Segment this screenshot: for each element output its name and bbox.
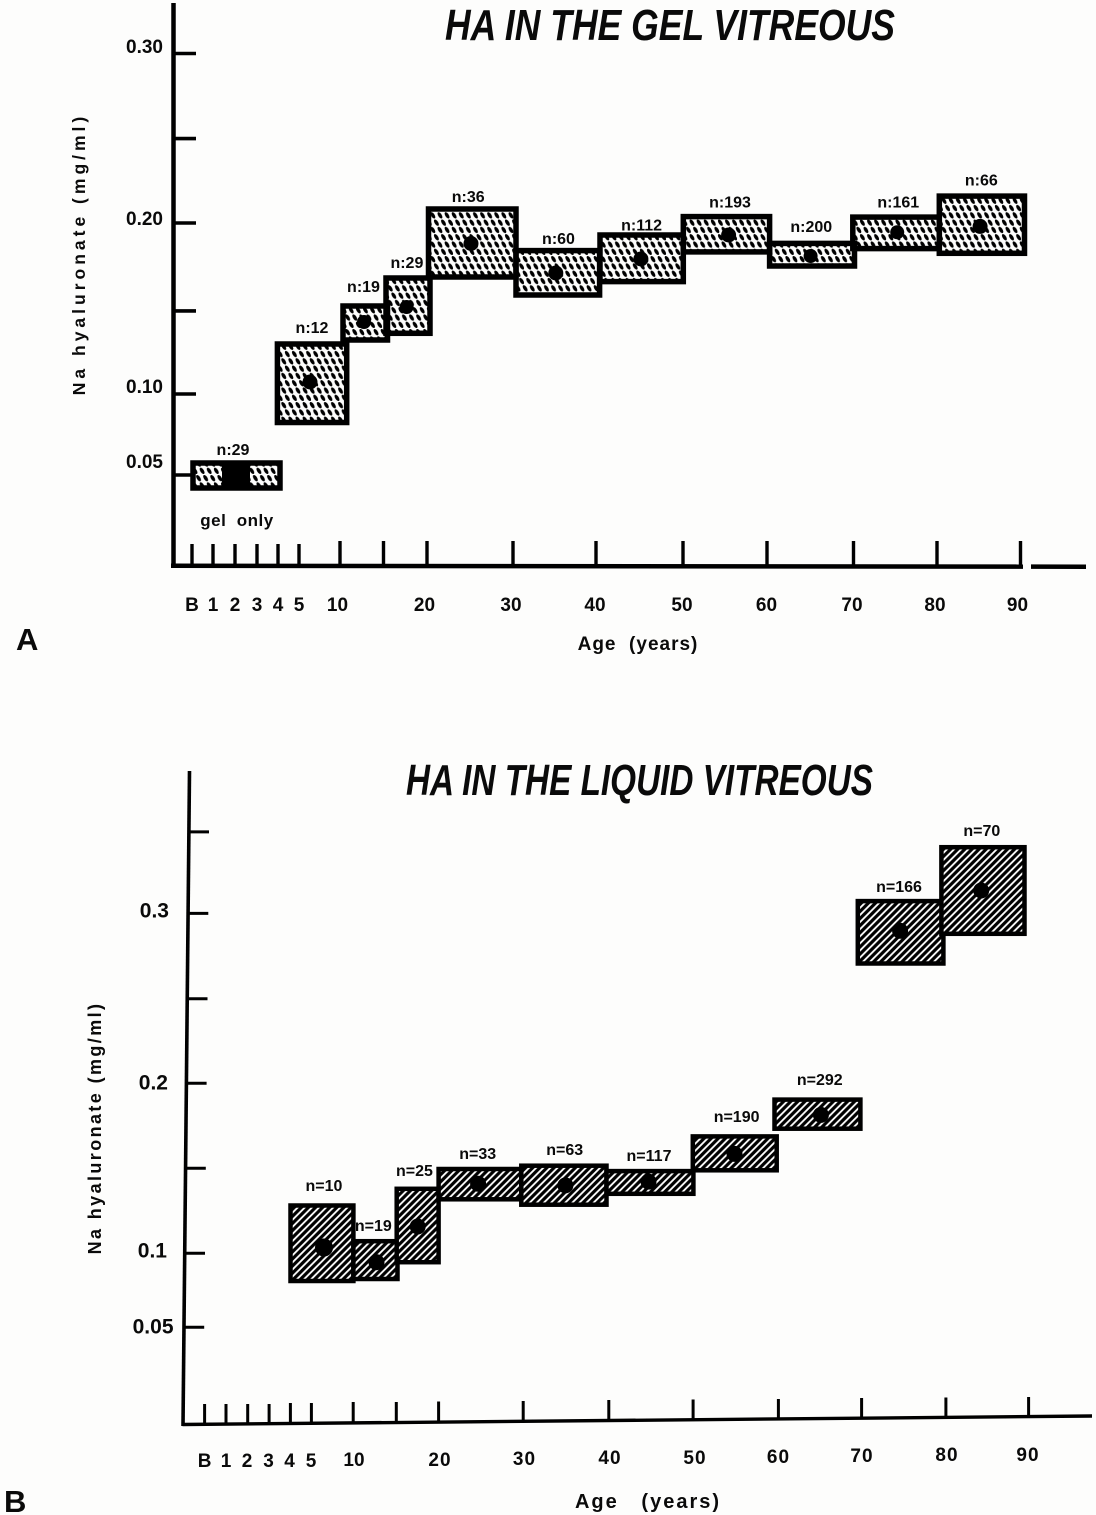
svg-text:4: 4: [273, 595, 284, 616]
svg-text:10: 10: [327, 595, 348, 616]
svg-text:n:36: n:36: [452, 189, 485, 206]
svg-text:5: 5: [306, 1451, 317, 1472]
svg-text:Na hyaluronate (mg/ml): Na hyaluronate (mg/ml): [69, 113, 89, 395]
svg-text:5: 5: [294, 595, 305, 616]
svg-text:n=25: n=25: [396, 1163, 433, 1180]
svg-text:2: 2: [230, 595, 241, 616]
svg-text:0.2: 0.2: [139, 1072, 168, 1095]
svg-text:20: 20: [414, 595, 435, 616]
svg-text:4: 4: [284, 1451, 295, 1472]
svg-text:B: B: [198, 1451, 212, 1472]
svg-text:n=10: n=10: [306, 1178, 343, 1195]
svg-text:80: 80: [924, 595, 945, 616]
svg-text:40: 40: [584, 595, 605, 616]
svg-text:0.3: 0.3: [140, 900, 169, 923]
svg-text:gel only: gel only: [200, 511, 274, 530]
svg-text:1: 1: [208, 595, 219, 616]
svg-text:n:19: n:19: [347, 279, 380, 296]
svg-text:Na hyaluronate (mg/ml): Na hyaluronate (mg/ml): [85, 1002, 105, 1255]
svg-text:70: 70: [850, 1446, 873, 1467]
svg-text:n:193: n:193: [709, 195, 751, 212]
svg-text:40: 40: [598, 1448, 621, 1469]
svg-text:n=292: n=292: [797, 1072, 843, 1089]
svg-text:n:161: n:161: [877, 195, 919, 212]
svg-text:n=19: n=19: [355, 1218, 392, 1235]
svg-text:B: B: [185, 595, 199, 616]
svg-text:50: 50: [671, 595, 692, 616]
svg-text:n:29: n:29: [390, 255, 423, 272]
svg-text:n:112: n:112: [621, 218, 662, 235]
svg-text:0.05: 0.05: [126, 452, 163, 473]
svg-text:HA IN THE GEL VITREOUS: HA IN THE GEL VITREOUS: [445, 1, 895, 50]
svg-text:n:200: n:200: [790, 219, 832, 236]
svg-text:0.30: 0.30: [126, 37, 163, 58]
svg-text:0.1: 0.1: [138, 1240, 168, 1263]
svg-text:60: 60: [756, 595, 777, 616]
svg-text:n:60: n:60: [542, 231, 575, 248]
svg-text:30: 30: [513, 1449, 536, 1470]
svg-text:n:66: n:66: [965, 173, 998, 190]
svg-text:Age (years): Age (years): [578, 634, 699, 655]
svg-text:3: 3: [252, 595, 263, 616]
svg-text:0.10: 0.10: [126, 377, 163, 398]
svg-text:n=166: n=166: [876, 879, 922, 896]
svg-text:60: 60: [767, 1447, 790, 1468]
svg-text:70: 70: [841, 595, 862, 616]
svg-text:n:29: n:29: [217, 442, 250, 459]
svg-text:50: 50: [683, 1448, 706, 1469]
svg-text:0.20: 0.20: [126, 209, 163, 230]
svg-text:3: 3: [263, 1451, 274, 1472]
svg-text:Age (years): Age (years): [575, 1491, 721, 1513]
svg-text:n=70: n=70: [963, 823, 1000, 840]
svg-text:90: 90: [1007, 595, 1028, 616]
svg-text:90: 90: [1016, 1445, 1039, 1466]
svg-text:n=63: n=63: [546, 1142, 583, 1159]
svg-text:n:12: n:12: [296, 320, 329, 337]
svg-text:n=33: n=33: [459, 1146, 496, 1163]
svg-text:B: B: [4, 1484, 26, 1515]
svg-text:2: 2: [242, 1451, 253, 1472]
svg-text:n=190: n=190: [714, 1109, 760, 1126]
svg-text:1: 1: [221, 1451, 232, 1472]
svg-text:A: A: [16, 622, 38, 657]
svg-text:10: 10: [343, 1450, 364, 1471]
svg-text:HA IN THE LIQUID VITREOUS: HA IN THE LIQUID VITREOUS: [406, 756, 873, 805]
svg-text:n=117: n=117: [627, 1148, 672, 1165]
svg-text:30: 30: [500, 595, 521, 616]
svg-text:80: 80: [935, 1445, 958, 1466]
svg-text:20: 20: [428, 1450, 451, 1471]
svg-text:0.05: 0.05: [133, 1316, 174, 1339]
